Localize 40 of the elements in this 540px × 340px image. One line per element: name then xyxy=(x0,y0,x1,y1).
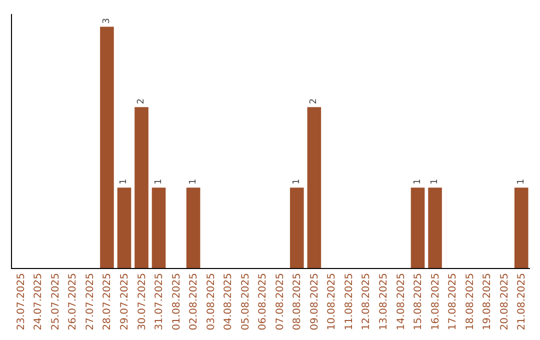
x-tick-label: 24.07.2025 xyxy=(33,273,44,330)
data-label: 1 xyxy=(516,178,526,185)
x-tick-label: 30.07.2025 xyxy=(136,273,148,330)
data-label: 1 xyxy=(119,178,130,185)
x-tick-label: 16.08.2025 xyxy=(430,273,442,330)
x-tick-label: 21.08.2025 xyxy=(516,273,528,330)
x-tick-label: 06.08.2025 xyxy=(258,273,269,330)
x-tick-label: 13.08.2025 xyxy=(378,273,390,330)
x-tick-label: 09.08.2025 xyxy=(309,273,320,330)
x-tick-label: 05.08.2025 xyxy=(240,273,252,330)
x-tick-label: 08.08.2025 xyxy=(292,273,304,330)
x-tick-label: 28.07.2025 xyxy=(102,273,114,330)
x-tick-label: 10.08.2025 xyxy=(326,273,338,330)
data-label: 1 xyxy=(430,178,440,185)
x-tick-label: 31.07.2025 xyxy=(154,273,166,330)
x-tick-label: 18.08.2025 xyxy=(464,273,476,330)
x-tick-label: 03.08.2025 xyxy=(206,273,217,330)
x-tick-label: 20.08.2025 xyxy=(499,273,510,330)
data-label: 2 xyxy=(309,98,320,104)
x-tick-label: 11.08.2025 xyxy=(344,273,355,330)
x-tick-label: 27.07.2025 xyxy=(84,273,96,330)
data-label: 1 xyxy=(292,178,302,185)
x-tick-label: 01.08.2025 xyxy=(171,273,182,330)
x-tick-label: 19.08.2025 xyxy=(482,273,494,330)
data-label: 1 xyxy=(188,178,198,185)
data-label: 3 xyxy=(102,18,112,24)
x-tick-label: 23.07.2025 xyxy=(16,273,27,330)
x-tick-label: 02.08.2025 xyxy=(188,273,200,330)
data-label: 1 xyxy=(154,178,164,185)
x-tick-label: 14.08.2025 xyxy=(396,273,407,330)
x-tick-label: 07.08.2025 xyxy=(274,273,286,330)
x-tick-label: 15.08.2025 xyxy=(413,273,424,330)
data-label: 2 xyxy=(136,98,146,104)
x-tick-label: 26.07.2025 xyxy=(68,273,79,330)
x-tick-label: 25.07.2025 xyxy=(50,273,62,330)
x-tick-label: 04.08.2025 xyxy=(223,273,234,330)
data-label: 1 xyxy=(412,178,423,185)
x-tick-label: 12.08.2025 xyxy=(361,273,372,330)
x-tick-label: 17.08.2025 xyxy=(448,273,459,330)
x-tick-label: 29.07.2025 xyxy=(119,273,130,330)
